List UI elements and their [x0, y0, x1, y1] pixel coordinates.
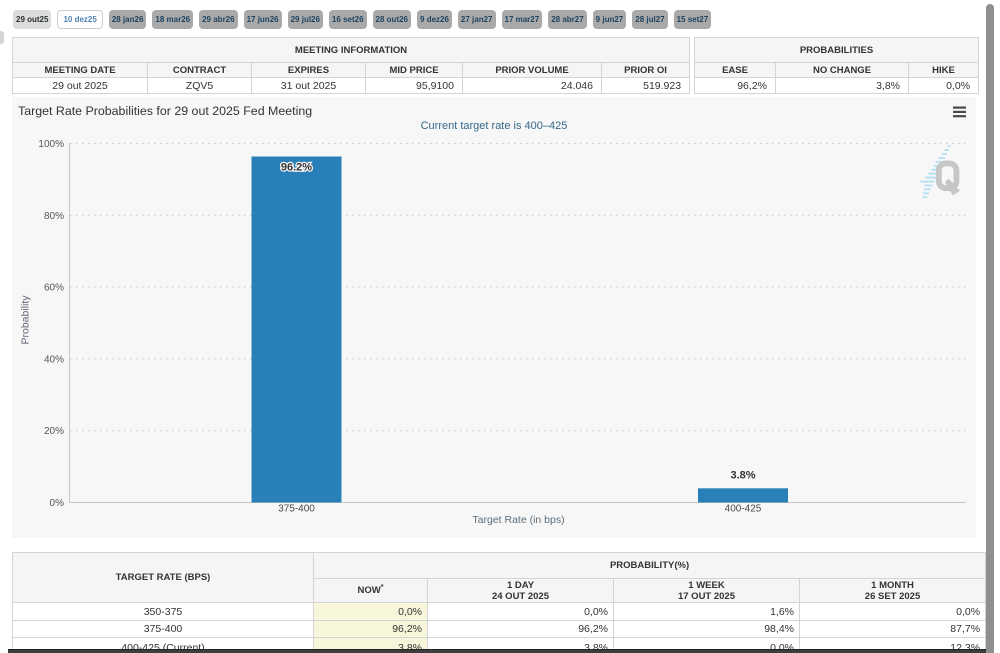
svg-text:375-400: 375-400 [278, 504, 315, 515]
svg-text:0%: 0% [50, 498, 65, 509]
svg-text:96.2%: 96.2% [281, 162, 312, 174]
svg-text:Target Rate (in bps): Target Rate (in bps) [472, 514, 564, 526]
svg-text:Probability: Probability [20, 295, 32, 345]
svg-text:60%: 60% [44, 283, 64, 294]
svg-text:400-425: 400-425 [725, 504, 762, 515]
svg-text:80%: 80% [44, 211, 64, 222]
svg-text:100%: 100% [38, 139, 64, 150]
svg-text:20%: 20% [44, 426, 64, 437]
svg-text:Current target rate is 400–425: Current target rate is 400–425 [421, 120, 568, 132]
svg-text:3.8%: 3.8% [730, 470, 755, 482]
svg-text:40%: 40% [44, 354, 64, 365]
svg-text:Target Rate Probabilities for: Target Rate Probabilities for 29 out 202… [18, 104, 312, 118]
